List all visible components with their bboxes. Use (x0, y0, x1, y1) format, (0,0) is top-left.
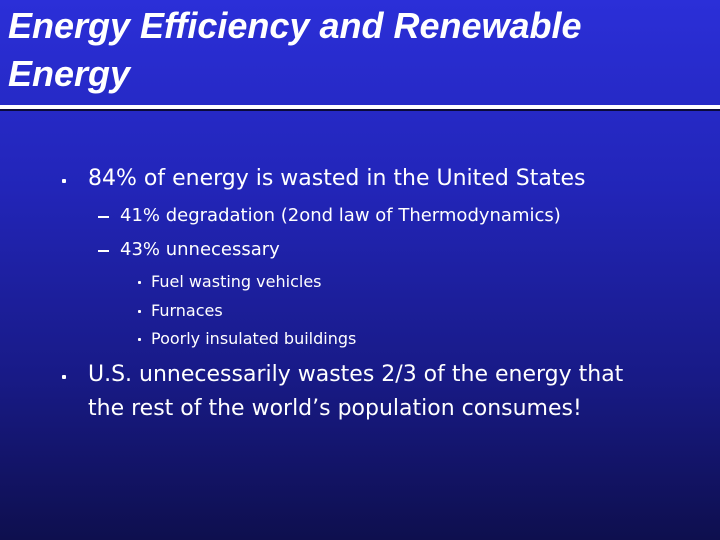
bullet-text: U.S. unnecessarily wastes 2/3 of the ene… (88, 362, 624, 387)
slide-title: Energy Efficiency and Renewable Energy (8, 2, 708, 98)
slide-title-line-2: Energy (8, 53, 131, 94)
sub-bullet-text: 43% unnecessary (120, 239, 280, 260)
bullet-dot-icon (62, 179, 66, 183)
sub-sub-bullet-dot-icon (138, 310, 141, 313)
sub-bullet-dash-icon (98, 216, 109, 218)
sub-sub-bullet-dot-icon (138, 281, 141, 284)
sub-sub-bullet-dot-icon (138, 338, 141, 341)
sub-sub-bullet-text: Furnaces (151, 301, 223, 320)
sub-sub-bullet-text: Fuel wasting vehicles (151, 272, 322, 291)
sub-bullet-dash-icon (98, 250, 109, 252)
title-divider (0, 105, 720, 111)
bullet-text: 84% of energy is wasted in the United St… (88, 166, 586, 191)
sub-bullet-text: 41% degradation (2ond law of Thermodynam… (120, 205, 561, 226)
sub-sub-bullet-text: Poorly insulated buildings (151, 329, 357, 348)
slide-title-line-1: Energy Efficiency and Renewable (8, 5, 582, 46)
bullet-text-continuation: the rest of the world’s population consu… (88, 396, 582, 421)
bullet-dot-icon (62, 375, 66, 379)
